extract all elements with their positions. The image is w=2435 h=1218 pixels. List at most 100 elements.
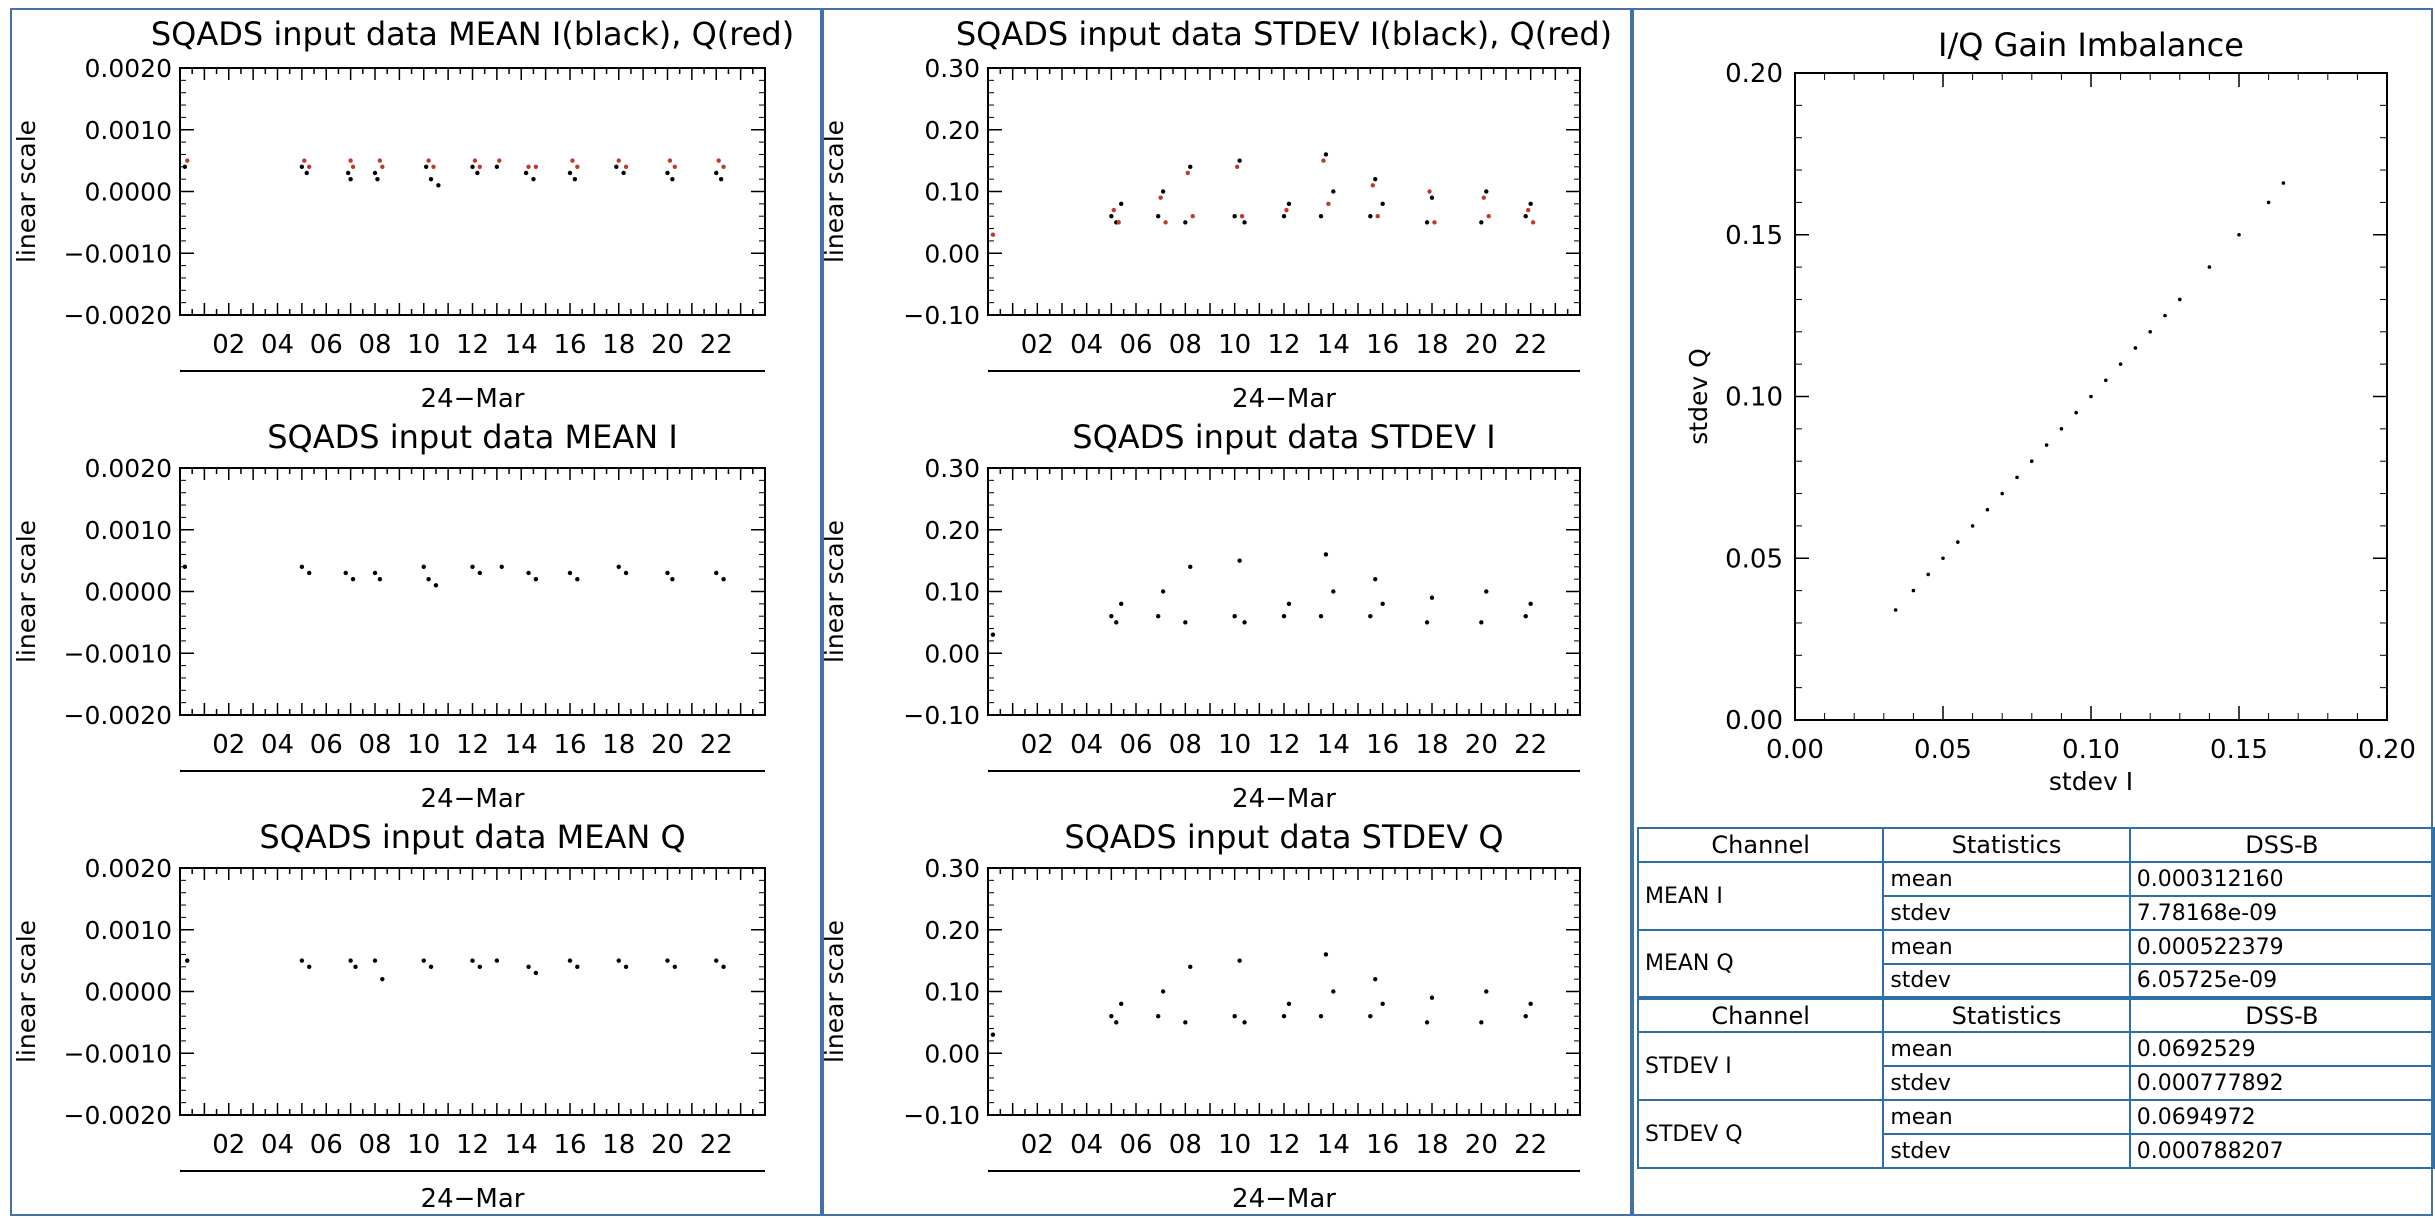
x-tick-label: 18 <box>1415 730 1448 760</box>
y-axis-label: linear scale <box>820 120 849 263</box>
value-cell: 0.000777892 <box>2128 1065 2435 1101</box>
x-tick-label: 02 <box>1021 730 1054 760</box>
data-point <box>567 570 573 576</box>
x-tick-label: 18 <box>602 1130 635 1160</box>
data-point <box>306 964 312 969</box>
value-cell: 0.0692529 <box>2128 1031 2435 1067</box>
data-point <box>526 164 531 169</box>
data-point <box>343 570 348 576</box>
data-point <box>1281 1014 1287 1019</box>
data-point <box>1156 614 1161 619</box>
data-point <box>377 576 383 582</box>
data-point <box>380 976 385 982</box>
col-header-dss-b: DSS-B <box>2128 827 2435 863</box>
x-tick-label: 04 <box>261 330 294 360</box>
data-point <box>2000 491 2004 496</box>
data-point <box>1530 220 1536 225</box>
data-point <box>1188 564 1193 569</box>
col-header-statistics: Statistics <box>1882 827 2131 863</box>
data-point <box>470 564 475 569</box>
x-tick-label: 08 <box>358 330 391 360</box>
data-point <box>1111 207 1117 213</box>
x-tick-label: 16 <box>1366 730 1399 760</box>
data-point <box>350 164 356 169</box>
data-point <box>1941 556 1945 561</box>
x-tick-label: 06 <box>1119 730 1152 760</box>
x-tick-label: 14 <box>1317 730 1350 760</box>
data-point <box>306 164 312 169</box>
data-point <box>477 164 483 169</box>
y-axis-label: linear scale <box>820 920 849 1063</box>
data-point <box>2015 475 2019 480</box>
x-tick-label: 12 <box>456 730 489 760</box>
data-point <box>1523 614 1528 619</box>
data-point <box>1331 989 1336 994</box>
data-point <box>1318 214 1324 219</box>
data-point <box>345 170 351 176</box>
data-point <box>372 958 378 963</box>
x-axis-label: 24−Mar <box>421 384 525 414</box>
data-point <box>1429 995 1435 1000</box>
x-tick-label: 16 <box>553 730 586 760</box>
y-tick-label: −0.0020 <box>64 301 172 330</box>
data-point <box>1432 220 1437 225</box>
data-point <box>1286 201 1292 207</box>
data-point <box>1479 1020 1484 1025</box>
x-axis-label: 24−Mar <box>421 784 525 814</box>
data-point <box>1528 601 1533 607</box>
x-tick-label: 06 <box>1119 330 1152 360</box>
x-tick-label: 04 <box>1070 1130 1103 1160</box>
data-point <box>1893 608 1898 612</box>
data-point <box>477 570 483 576</box>
x-tick-label: 08 <box>358 1130 391 1160</box>
x-tick-label: 22 <box>1514 1130 1547 1160</box>
data-point <box>472 158 478 163</box>
data-point <box>714 570 719 576</box>
x-tick-label: 16 <box>1366 1130 1399 1160</box>
data-point <box>436 183 441 188</box>
data-point <box>2281 181 2286 185</box>
y-tick-label: 0.0000 <box>85 978 172 1007</box>
data-point <box>1323 952 1329 957</box>
x-axis-label: 24−Mar <box>1232 384 1336 414</box>
data-point <box>533 164 539 169</box>
y-tick-label: 0.30 <box>924 854 980 883</box>
x-tick-label: 0.10 <box>2062 735 2120 765</box>
data-point <box>348 158 353 163</box>
value-cell: 0.000312160 <box>2128 861 2435 897</box>
data-point <box>494 958 500 963</box>
channel-cell: STDEV Q <box>1636 1099 1885 1169</box>
data-point <box>533 576 539 582</box>
data-point <box>2148 330 2152 334</box>
data-point <box>1985 507 1990 512</box>
x-tick-label: 0.00 <box>1766 735 1824 765</box>
chart-title: SQADS input data MEAN Q <box>259 818 685 856</box>
y-tick-label: −0.10 <box>903 701 980 730</box>
x-axis-label: 24−Mar <box>1232 1184 1336 1214</box>
data-point <box>470 958 475 963</box>
data-point <box>1188 964 1193 969</box>
chart-title: SQADS input data STDEV I(black), Q(red) <box>956 15 1612 53</box>
x-tick-label: 12 <box>456 330 489 360</box>
data-point <box>1188 164 1193 169</box>
x-tick-label: 18 <box>602 330 635 360</box>
data-point <box>1970 524 1975 528</box>
y-tick-label: 0.0020 <box>85 54 172 83</box>
data-point <box>1183 620 1188 625</box>
plot-frame <box>987 867 1581 1116</box>
x-axis-label: stdev I <box>2049 767 2133 796</box>
data-point <box>623 164 629 169</box>
data-point <box>1190 214 1195 219</box>
data-point <box>182 164 188 169</box>
x-tick-label: 06 <box>310 730 343 760</box>
y-tick-label: 0.0010 <box>85 916 172 945</box>
y-tick-label: 0.10 <box>1725 383 1783 413</box>
data-point <box>428 964 434 969</box>
data-point <box>1481 195 1487 200</box>
value-cell: 0.000788207 <box>2128 1133 2435 1169</box>
data-point <box>567 170 573 176</box>
chart-title: SQADS input data MEAN I <box>267 418 678 456</box>
y-tick-label: 0.00 <box>1725 706 1783 736</box>
data-point <box>1185 170 1191 176</box>
plot-frame <box>179 467 766 716</box>
